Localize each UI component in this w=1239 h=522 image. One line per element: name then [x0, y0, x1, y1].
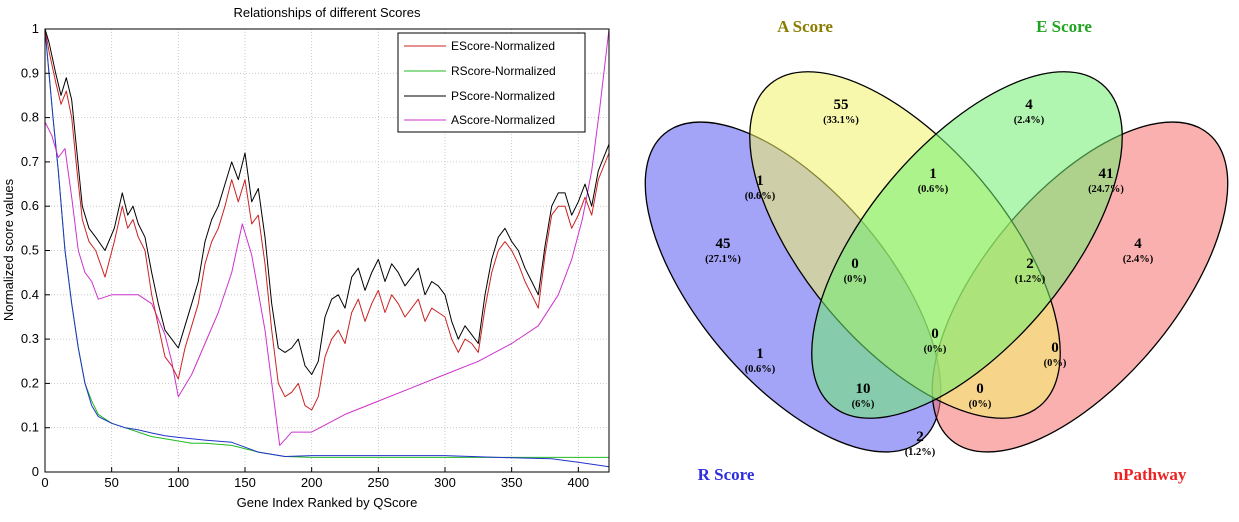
y-tick-label: 0.8: [21, 110, 39, 125]
series-pscore-line: [44, 28, 610, 375]
x-tick-label: 150: [234, 475, 256, 490]
x-tick-label: 300: [434, 475, 456, 490]
y-tick-label: 0.7: [21, 154, 39, 169]
legend-label-rscore: RScore-Normalized: [451, 64, 556, 78]
venn-label-r-score: R Score: [698, 465, 755, 484]
x-tick-label: 0: [41, 475, 48, 490]
y-tick-label: 0.2: [21, 375, 39, 390]
series-escore-line: [44, 28, 610, 411]
y-tick-label: 0.4: [21, 287, 39, 302]
venn-diagram: A Score E Score R Score nPathway 55 (33.1…: [644, 17, 1229, 484]
region-count: 4: [1134, 236, 1142, 252]
region-percent: (0%): [924, 344, 947, 355]
region-percent: (0.6%): [918, 184, 949, 195]
region-e-r-n: 10 (6%): [852, 381, 875, 410]
region-percent: (33.1%): [823, 115, 859, 126]
y-axis-label: Normalized score values: [1, 178, 16, 321]
series-blue-line: [44, 28, 610, 468]
region-count: 0: [851, 256, 859, 272]
legend: EScore-Normalized RScore-Normalized PSco…: [397, 32, 586, 133]
venn-label-e-score: E Score: [1036, 17, 1092, 36]
region-count: 4: [1025, 97, 1033, 113]
region-a-r-n: 0 (0%): [969, 381, 992, 410]
region-count: 2: [916, 429, 924, 445]
x-tick-label: 200: [301, 475, 323, 490]
region-e-n: 41 (24.7%): [1088, 166, 1124, 195]
region-percent: (6%): [852, 399, 875, 410]
region-count: 1: [929, 166, 937, 182]
axis-ticks: 0 50 100 150 200 250 300 350 400 0 0.1 0.2 0.3 0.4 0.5…: [21, 21, 589, 490]
legend-label-ascore: AScore-Normalized: [451, 113, 555, 127]
region-percent: (0%): [1044, 358, 1067, 369]
region-count: 0: [976, 381, 984, 397]
region-r-only: 45 (27.1%): [705, 236, 741, 265]
region-percent: (1.2%): [1015, 274, 1046, 285]
region-a-r: 1 (0.6%): [745, 173, 776, 202]
region-percent: (0%): [844, 274, 867, 285]
x-tick-label: 250: [367, 475, 389, 490]
y-tick-label: 0.5: [21, 243, 39, 258]
line-chart: 0 50 100 150 200 250 300 350 400 0 0.1 0.2 0.3 0.4 0.5…: [1, 5, 610, 510]
venn-diagram-panel: A Score E Score R Score nPathway 55 (33.1…: [615, 0, 1239, 517]
region-count: 1: [756, 346, 764, 362]
series-ascore-line: [44, 28, 610, 446]
region-r-n: 2 (1.2%): [905, 429, 936, 458]
region-percent: (24.7%): [1088, 184, 1124, 195]
x-tick-label: 350: [501, 475, 523, 490]
y-tick-label: 0.9: [21, 65, 39, 80]
region-a-n: 0 (0%): [1044, 340, 1067, 369]
venn-set-e-score: [811, 71, 1123, 419]
region-percent: (0.6%): [745, 191, 776, 202]
venn-label-a-score: A Score: [777, 17, 833, 36]
grid: [45, 29, 609, 472]
venn-ellipses: [644, 71, 1229, 453]
region-count: 41: [1099, 166, 1114, 182]
region-count: 45: [716, 236, 731, 252]
region-count: 1: [756, 173, 764, 189]
y-tick-label: 0.1: [21, 420, 39, 435]
region-e-only: 4 (2.4%): [1014, 97, 1045, 126]
x-axis-label: Gene Index Ranked by QScore: [237, 495, 418, 510]
region-a-only: 55 (33.1%): [823, 97, 859, 126]
chart-title: Relationships of different Scores: [234, 5, 421, 20]
region-percent: (0.6%): [745, 364, 776, 375]
region-a-e-r: 0 (0%): [844, 256, 867, 285]
x-tick-label: 400: [567, 475, 589, 490]
x-tick-label: 50: [104, 475, 118, 490]
y-tick-label: 0: [32, 464, 39, 479]
region-percent: (0%): [969, 399, 992, 410]
venn-region-labels: 55(33.1%)4(2.4%)1(0.6%)1(0.6%)41(24.7%)4…: [705, 97, 1154, 458]
region-all: 0 (0%): [924, 326, 947, 355]
legend-label-pscore: PScore-Normalized: [451, 89, 555, 103]
region-percent: (2.4%): [1123, 254, 1154, 265]
y-tick-label: 1: [32, 21, 39, 36]
y-tick-label: 0.3: [21, 331, 39, 346]
legend-box: [397, 32, 586, 133]
x-tick-label: 100: [167, 475, 189, 490]
region-a-e-n: 2 (1.2%): [1015, 256, 1046, 285]
line-chart-panel: 0 50 100 150 200 250 300 350 400 0 0.1 0.2 0.3 0.4 0.5…: [0, 0, 615, 517]
legend-label-escore: EScore-Normalized: [451, 39, 555, 53]
region-count: 0: [1051, 340, 1059, 356]
region-percent: (2.4%): [1014, 115, 1045, 126]
region-count: 0: [931, 326, 939, 342]
series-lines: [44, 28, 610, 468]
region-count: 10: [856, 381, 871, 397]
region-count: 2: [1026, 256, 1034, 272]
region-e-r: 1 (0.6%): [745, 346, 776, 375]
y-tick-label: 0.6: [21, 198, 39, 213]
region-count: 55: [834, 97, 849, 113]
venn-label-npathway: nPathway: [1114, 465, 1187, 484]
region-percent: (1.2%): [905, 447, 936, 458]
region-n-only: 4 (2.4%): [1123, 236, 1154, 265]
region-percent: (27.1%): [705, 254, 741, 265]
region-a-e: 1 (0.6%): [918, 166, 949, 195]
